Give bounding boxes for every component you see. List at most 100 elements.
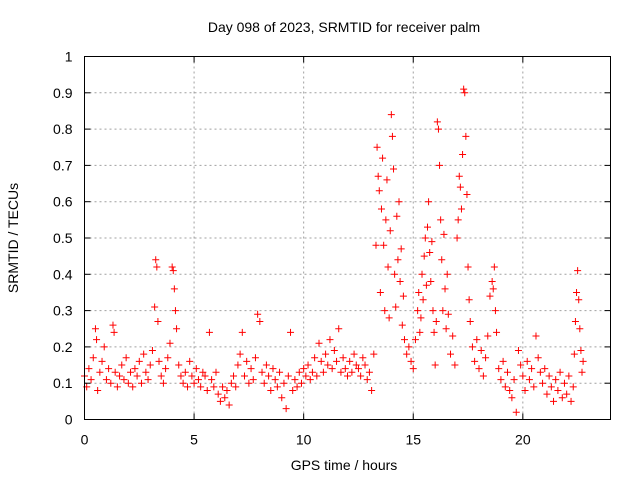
data-point <box>133 372 141 380</box>
data-point <box>468 343 476 351</box>
data-point <box>319 368 327 376</box>
data-point <box>407 357 415 365</box>
data-point <box>405 343 413 351</box>
data-point <box>436 161 444 169</box>
data-point <box>430 328 438 336</box>
data-point <box>96 368 104 376</box>
grid-layer <box>84 56 611 420</box>
data-point <box>486 292 494 300</box>
data-point <box>510 376 518 384</box>
data-point <box>429 307 437 315</box>
data-point <box>124 379 132 387</box>
data-point <box>330 347 338 355</box>
data-point <box>482 354 490 362</box>
data-point <box>379 154 387 162</box>
data-point <box>375 187 383 195</box>
x-tick-label: 20 <box>515 432 531 448</box>
data-point <box>565 372 573 380</box>
data-point <box>359 354 367 362</box>
data-point <box>381 307 389 315</box>
y-tick-label: 0.2 <box>53 339 73 355</box>
x-tick-label: 15 <box>405 432 421 448</box>
data-point <box>547 383 555 391</box>
x-axis-title: GPS time / hours <box>291 457 398 473</box>
data-points-layer <box>81 85 587 416</box>
data-point <box>302 372 310 380</box>
data-point <box>113 383 121 391</box>
y-tick-label: 0.3 <box>53 303 73 319</box>
data-point <box>98 357 106 365</box>
data-point <box>363 376 371 384</box>
data-point <box>131 365 139 373</box>
data-point <box>142 368 150 376</box>
data-point <box>168 263 176 271</box>
data-point <box>420 252 428 260</box>
data-point <box>100 343 108 351</box>
data-point <box>384 263 392 271</box>
data-point <box>484 332 492 340</box>
data-point <box>532 332 540 340</box>
data-point <box>501 383 509 391</box>
data-point <box>556 368 564 376</box>
data-point <box>276 368 284 376</box>
data-point <box>109 321 117 329</box>
data-point <box>457 205 465 213</box>
data-point <box>428 238 436 246</box>
data-point <box>414 307 422 315</box>
data-point <box>508 394 516 402</box>
data-point <box>236 350 244 358</box>
data-point <box>569 383 577 391</box>
data-point <box>543 390 551 398</box>
data-point <box>265 372 273 380</box>
data-point <box>219 383 227 391</box>
data-point <box>461 89 469 97</box>
data-point <box>232 383 240 391</box>
data-point <box>192 365 200 373</box>
data-point <box>563 390 571 398</box>
data-point <box>300 365 308 373</box>
data-point <box>497 376 505 384</box>
data-point <box>197 383 205 391</box>
data-point <box>377 205 385 213</box>
data-point <box>326 336 334 344</box>
data-point <box>278 394 286 402</box>
data-point <box>560 379 568 387</box>
data-point <box>488 278 496 286</box>
data-point <box>426 249 434 257</box>
data-point <box>545 372 553 380</box>
data-point <box>291 376 299 384</box>
data-point <box>491 307 499 315</box>
data-point <box>162 365 170 373</box>
data-point <box>442 325 450 333</box>
data-point <box>287 328 295 336</box>
data-point <box>575 296 583 304</box>
data-point <box>466 317 474 325</box>
y-axis-title: SRMTID / TECUs <box>5 183 21 293</box>
chart-title: Day 098 of 2023, SRMTID for receiver pal… <box>208 19 480 35</box>
data-point <box>374 172 382 180</box>
data-point <box>85 365 93 373</box>
data-point <box>506 386 514 394</box>
data-point <box>293 383 301 391</box>
data-point <box>107 379 115 387</box>
data-point <box>240 372 248 380</box>
ticks-layer: 00.10.20.30.40.50.60.70.80.910 5 10 15 20 <box>53 49 611 448</box>
data-point <box>341 365 349 373</box>
data-point <box>155 357 163 365</box>
data-point <box>361 361 369 369</box>
data-point <box>177 372 185 380</box>
data-point <box>94 386 102 394</box>
data-point <box>254 310 262 318</box>
plot-frame <box>84 56 611 420</box>
data-point <box>417 314 425 322</box>
data-point <box>262 361 270 369</box>
data-point <box>373 143 381 151</box>
data-point <box>397 245 405 253</box>
data-point <box>166 339 174 347</box>
data-point <box>210 383 218 391</box>
y-tick-label: 0.6 <box>53 194 73 210</box>
data-point <box>152 256 160 264</box>
data-point <box>416 328 424 336</box>
data-point <box>214 390 222 398</box>
data-point <box>159 379 167 387</box>
